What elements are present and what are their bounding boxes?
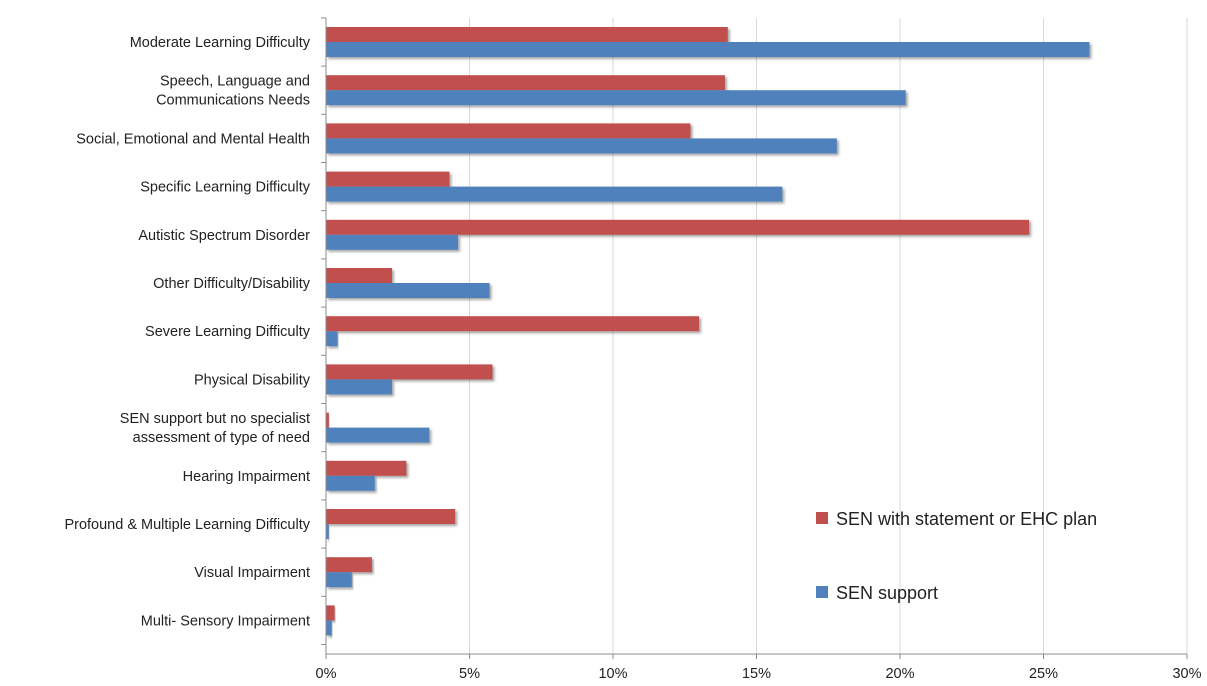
legend-label: SEN with statement or EHC plan [836, 509, 1097, 529]
bars [326, 27, 1090, 636]
bar-sen-statement-ehc [326, 171, 450, 187]
bar-sen-support [326, 620, 332, 636]
x-tick-label: 0% [316, 666, 337, 681]
bar-sen-statement-ehc [326, 460, 407, 476]
bar-sen-statement-ehc [326, 557, 372, 573]
category-label: Moderate Learning Difficulty [130, 35, 311, 51]
category-label: Multi- Sensory Impairment [141, 613, 310, 629]
category-label: Other Difficulty/Disability [153, 276, 311, 292]
bar-sen-support [326, 234, 459, 250]
x-tick-label: 15% [742, 666, 771, 681]
bar-sen-support [326, 90, 906, 106]
x-tick-label: 5% [459, 666, 480, 681]
category-label: Severe Learning Difficulty [145, 324, 311, 340]
legend-swatch [816, 586, 828, 598]
category-label: Social, Emotional and Mental Health [76, 131, 310, 147]
bar-sen-statement-ehc [326, 412, 329, 428]
bar-sen-statement-ehc [326, 509, 456, 524]
category-label: SEN support but no specialist [120, 411, 310, 427]
category-label: assessment of type of need [133, 430, 310, 446]
bar-sen-support [326, 186, 783, 202]
bar-sen-statement-ehc [326, 75, 725, 91]
bar-sen-support [326, 331, 338, 347]
bar-sen-support [326, 475, 375, 491]
category-label: Hearing Impairment [183, 469, 310, 485]
gridlines [469, 18, 1188, 654]
category-label: Physical Disability [194, 372, 311, 388]
bar-sen-statement-ehc [326, 605, 335, 621]
x-tick-label: 25% [1029, 666, 1058, 681]
category-label: Speech, Language and [160, 74, 310, 90]
bar-sen-statement-ehc [326, 364, 493, 380]
x-tick-label: 20% [885, 666, 914, 681]
bar-sen-support [326, 42, 1090, 57]
bar-sen-support [326, 572, 352, 588]
legend: SEN with statement or EHC plan SEN suppor… [816, 509, 1097, 603]
bar-sen-support [326, 283, 490, 298]
x-tick-labels: 0% 5% 10% 15% 20% 25% 30% [316, 666, 1202, 682]
bar-sen-statement-ehc [326, 27, 728, 42]
bar-sen-statement-ehc [326, 316, 700, 332]
bar-sen-support [326, 138, 837, 154]
category-label: Communications Needs [156, 93, 310, 109]
category-labels: Moderate Learning Difficulty Speech, Lang… [64, 35, 310, 629]
category-label: Specific Learning Difficulty [140, 180, 311, 196]
bar-sen-statement-ehc [326, 123, 691, 139]
legend-swatch [816, 512, 828, 524]
bar-sen-support [326, 427, 430, 443]
bar-sen-support [326, 379, 393, 395]
category-label: Profound & Multiple Learning Difficulty [64, 517, 310, 533]
x-tick-label: 30% [1172, 666, 1201, 681]
category-label: Visual Impairment [194, 565, 310, 581]
bar-sen-support [326, 524, 329, 539]
axes [321, 17, 1188, 659]
bar-sen-statement-ehc [326, 268, 393, 283]
legend-label: SEN support [836, 583, 938, 603]
bar-sen-statement-ehc [326, 219, 1030, 235]
category-label: Autistic Spectrum Disorder [138, 228, 310, 244]
x-tick-label: 10% [598, 666, 627, 681]
